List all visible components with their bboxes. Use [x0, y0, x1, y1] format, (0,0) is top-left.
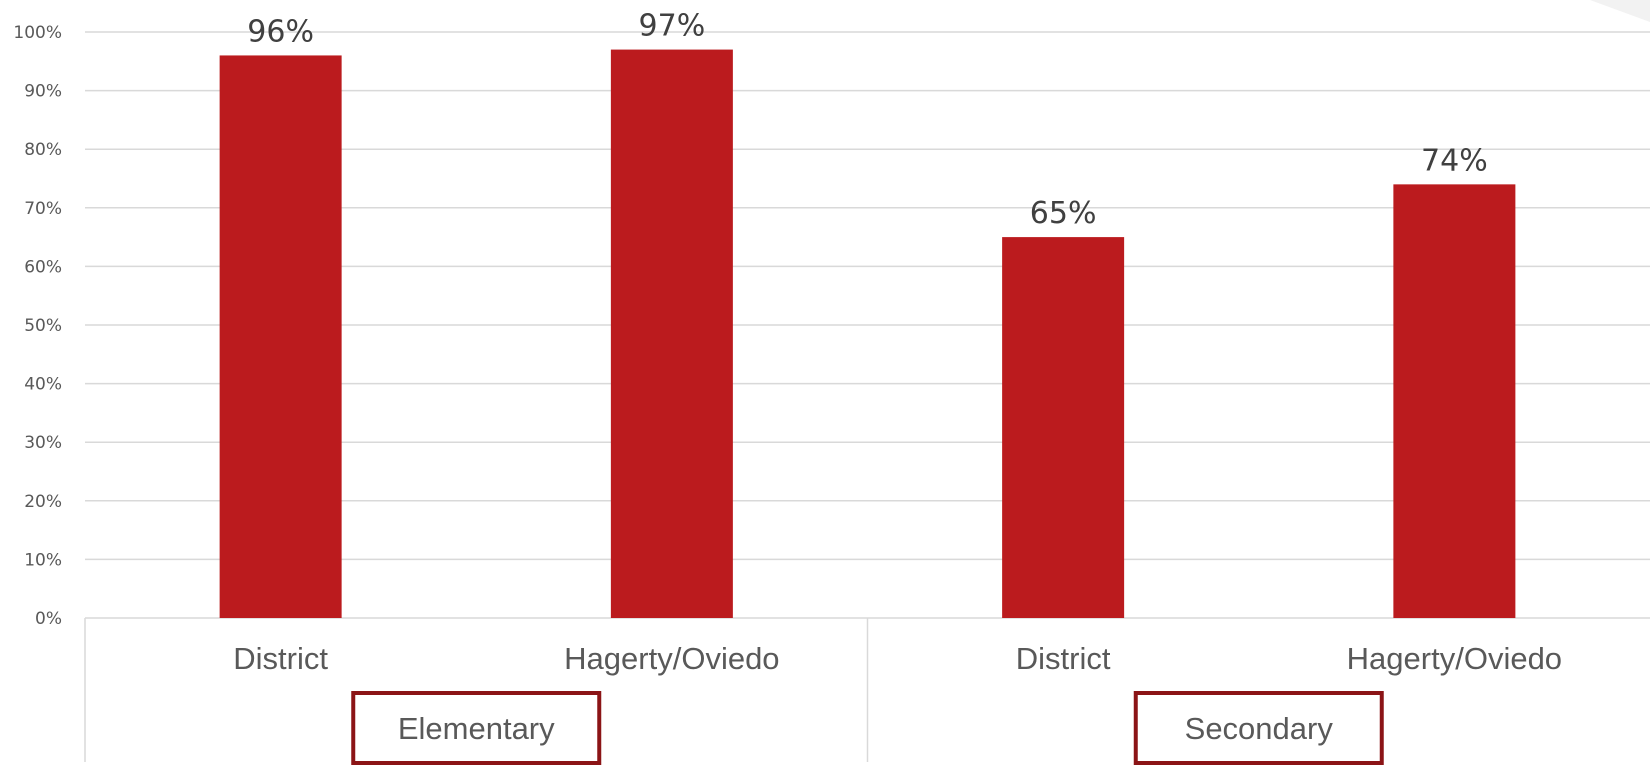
- data-label: 65%: [1030, 196, 1097, 231]
- data-label: 96%: [247, 14, 314, 49]
- bar: [1002, 237, 1125, 618]
- y-tick-label: 50%: [24, 316, 62, 336]
- y-tick-label: 60%: [24, 257, 62, 277]
- y-tick-label: 100%: [13, 23, 62, 43]
- x-tick-label: Hagerty/Oviedo: [564, 641, 779, 676]
- y-tick-label: 30%: [24, 433, 62, 453]
- x-tick-label: District: [233, 641, 328, 676]
- bar: [219, 55, 342, 618]
- decorative-corner-shape: [1590, 0, 1650, 22]
- y-tick-label: 90%: [24, 82, 62, 102]
- y-axis-tick-labels: 0% 10% 20% 30% 40% 50% 60% 70% 80% 90% 100%: [13, 23, 62, 629]
- bars: [219, 49, 1516, 619]
- group-label: Secondary: [1185, 711, 1334, 746]
- y-tick-label: 80%: [24, 140, 62, 160]
- data-label: 97%: [639, 9, 706, 44]
- x-tick-label: Hagerty/Oviedo: [1347, 641, 1562, 676]
- y-tick-label: 70%: [24, 199, 62, 219]
- x-axis: District Hagerty/Oviedo District Hagerty/Ov…: [84, 618, 1562, 765]
- bar: [1393, 184, 1516, 619]
- x-tick-label: District: [1016, 641, 1111, 676]
- gridlines: [85, 31, 1650, 619]
- group-label-box: [1133, 691, 1384, 765]
- y-tick-label: 0%: [35, 609, 62, 629]
- y-tick-label: 40%: [24, 375, 62, 395]
- y-tick-label: 20%: [24, 492, 62, 512]
- group-label: Elementary: [398, 711, 555, 746]
- data-label: 74%: [1421, 143, 1488, 178]
- group-label-box: [351, 691, 602, 765]
- data-labels: 96% 97% 65% 74%: [247, 9, 1487, 232]
- bar: [610, 49, 733, 618]
- y-tick-label: 10%: [24, 550, 62, 570]
